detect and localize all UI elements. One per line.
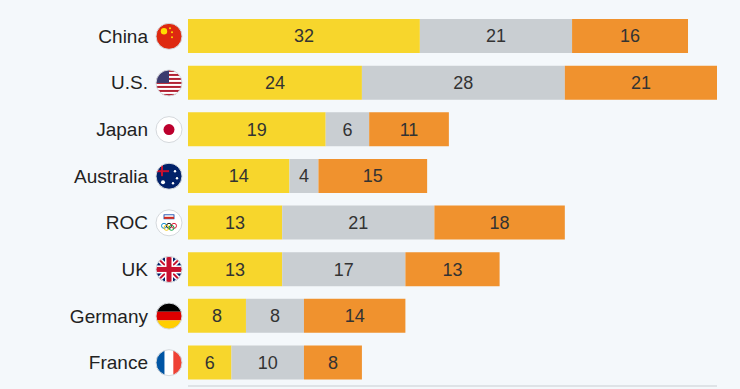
svg-text:19: 19	[247, 120, 267, 140]
svg-text:21: 21	[486, 26, 506, 46]
svg-text:10: 10	[258, 353, 278, 373]
svg-text:14: 14	[345, 306, 365, 326]
svg-text:32: 32	[294, 26, 314, 46]
svg-text:21: 21	[631, 73, 651, 93]
svg-text:21: 21	[348, 213, 368, 233]
svg-text:28: 28	[453, 73, 473, 93]
svg-text:18: 18	[490, 213, 510, 233]
svg-text:U.S.: U.S.	[111, 72, 148, 93]
svg-text:6: 6	[205, 353, 215, 373]
svg-text:Germany: Germany	[70, 306, 149, 327]
svg-text:China: China	[98, 26, 148, 47]
svg-text:ROC: ROC	[106, 212, 148, 233]
svg-text:Australia: Australia	[74, 166, 148, 187]
svg-text:14: 14	[229, 166, 249, 186]
svg-text:16: 16	[620, 26, 640, 46]
svg-text:Japan: Japan	[96, 119, 148, 140]
svg-text:6: 6	[342, 120, 352, 140]
svg-text:17: 17	[334, 260, 354, 280]
svg-text:13: 13	[442, 260, 462, 280]
svg-text:UK: UK	[122, 259, 149, 280]
svg-text:4: 4	[299, 166, 309, 186]
svg-text:France: France	[89, 352, 148, 373]
svg-text:13: 13	[225, 213, 245, 233]
svg-text:8: 8	[270, 306, 280, 326]
svg-text:11: 11	[400, 120, 419, 140]
svg-text:8: 8	[328, 353, 338, 373]
svg-text:15: 15	[363, 166, 383, 186]
svg-text:8: 8	[212, 306, 222, 326]
svg-text:24: 24	[265, 73, 285, 93]
svg-text:13: 13	[225, 260, 245, 280]
